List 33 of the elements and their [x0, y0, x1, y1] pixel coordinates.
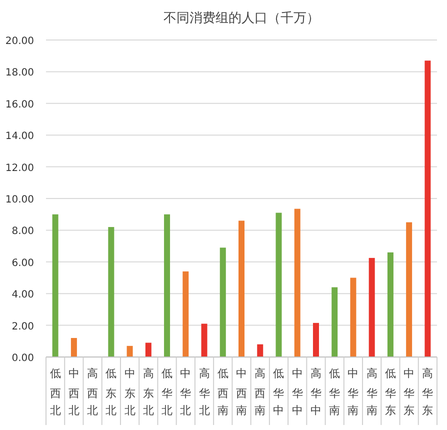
x-tick-label: 低华北	[162, 367, 173, 417]
y-tick-label: 6.00	[12, 258, 34, 269]
x-tick-label: 中华中	[292, 367, 303, 417]
x-tick-label: 中西北	[68, 367, 80, 417]
y-tick-label: 16.00	[5, 99, 34, 110]
y-tick-label: 14.00	[5, 131, 34, 142]
x-tick-label: 中华东	[404, 367, 415, 417]
y-tick-label: 18.00	[5, 68, 34, 79]
x-tick-label: 高华东	[422, 367, 434, 417]
y-tick-label: 4.00	[12, 290, 34, 301]
x-tick-label: 低西南	[217, 367, 228, 417]
x-tick-label: 低东北	[106, 367, 117, 417]
x-tick-label: 高东北	[142, 367, 154, 417]
y-tick-label: 8.00	[12, 226, 34, 238]
title: 不同消费组的人口（千万）	[164, 11, 320, 26]
y-tick-label: 12.00	[5, 162, 34, 174]
x-tick-label: 高华中	[310, 367, 322, 417]
x-tick-label: 高华北	[198, 367, 210, 417]
x-tick-label: 低西北	[50, 367, 61, 417]
y-tick-label: 20.00	[5, 36, 34, 47]
y-tick-label: 2.00	[12, 321, 34, 332]
y-tick-label: 10.00	[5, 194, 34, 206]
x-tick-label: 高西北	[87, 367, 98, 417]
x-tick-label: 高西南	[254, 367, 266, 417]
x-tick-label: 低华东	[384, 367, 396, 417]
y-tick-label: 0.00	[12, 353, 34, 364]
x-tick-label: 高华南	[366, 367, 378, 417]
x-tick-label: 中华北	[180, 367, 192, 417]
x-tick-label: 中华南	[348, 367, 359, 417]
x-tick-label: 低华南	[329, 367, 340, 417]
x-tick-label: 中西南	[236, 367, 247, 417]
x-tick-label: 低华中	[273, 367, 284, 417]
x-tick-label: 中东北	[124, 367, 136, 417]
